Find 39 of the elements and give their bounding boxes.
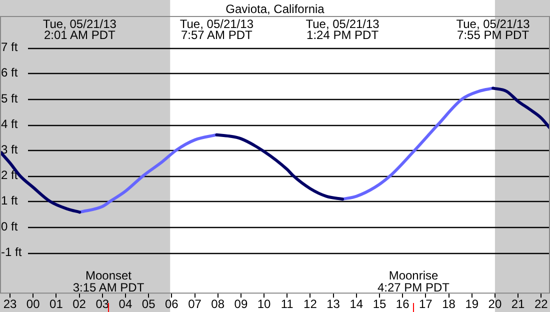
annotation: Tue, 05/21/13 1:24 PM PDT — [306, 17, 380, 42]
y-tick-label: 0 ft — [1, 219, 18, 234]
x-tick-label: 08 — [211, 297, 225, 312]
ref-line-label: Moonset 3:15 AM PDT — [72, 268, 145, 295]
y-tick-label: 7 ft — [1, 40, 18, 54]
ref-line-label: Moonrise 4:27 PM PDT — [377, 268, 450, 295]
x-tick-label: 04 — [118, 297, 132, 312]
x-tick-label: 17 — [419, 297, 433, 312]
x-tick-label: 06 — [164, 297, 179, 312]
x-tick-label: 18 — [442, 297, 456, 312]
y-tick-label: 5 ft — [1, 91, 18, 106]
x-tick-label: 14 — [350, 297, 364, 312]
y-tick-label: 6 ft — [1, 66, 18, 80]
x-tick-label: 22 — [534, 297, 548, 312]
annotation: Tue, 05/21/13 7:57 AM PDT — [180, 17, 254, 42]
y-tick-label: 1 ft — [1, 194, 18, 208]
x-tick-label: 16 — [396, 297, 410, 312]
x-tick-label: 02 — [72, 297, 86, 312]
y-tick-label: 4 ft — [1, 116, 18, 131]
x-tick-label: 23 — [3, 297, 17, 312]
y-tick-label: 3 ft — [1, 142, 18, 157]
x-tick-label: 10 — [257, 297, 272, 312]
x-tick-label: 19 — [465, 297, 479, 312]
x-tick-label: 12 — [304, 297, 318, 312]
annotation: Tue, 05/21/13 7:55 PM PDT — [456, 17, 530, 42]
x-tick-label: 11 — [280, 297, 294, 312]
x-tick-label: 09 — [234, 297, 248, 312]
x-tick-label: 03 — [96, 297, 110, 312]
x-tick-label: 13 — [326, 297, 340, 312]
x-tick-label: 07 — [188, 297, 202, 312]
x-tick-label: 00 — [26, 297, 40, 312]
y-tick-label: -1 ft — [1, 244, 22, 259]
x-tick-label: 01 — [50, 297, 64, 312]
chart-title: Gaviota, California — [226, 2, 325, 16]
x-tick-label: 05 — [142, 297, 156, 312]
x-tick-label: 21 — [511, 297, 526, 312]
x-tick-label: 20 — [488, 297, 502, 312]
annotation: Tue, 05/21/13 2:01 AM PDT — [42, 17, 117, 42]
x-tick-label: 15 — [372, 297, 386, 312]
